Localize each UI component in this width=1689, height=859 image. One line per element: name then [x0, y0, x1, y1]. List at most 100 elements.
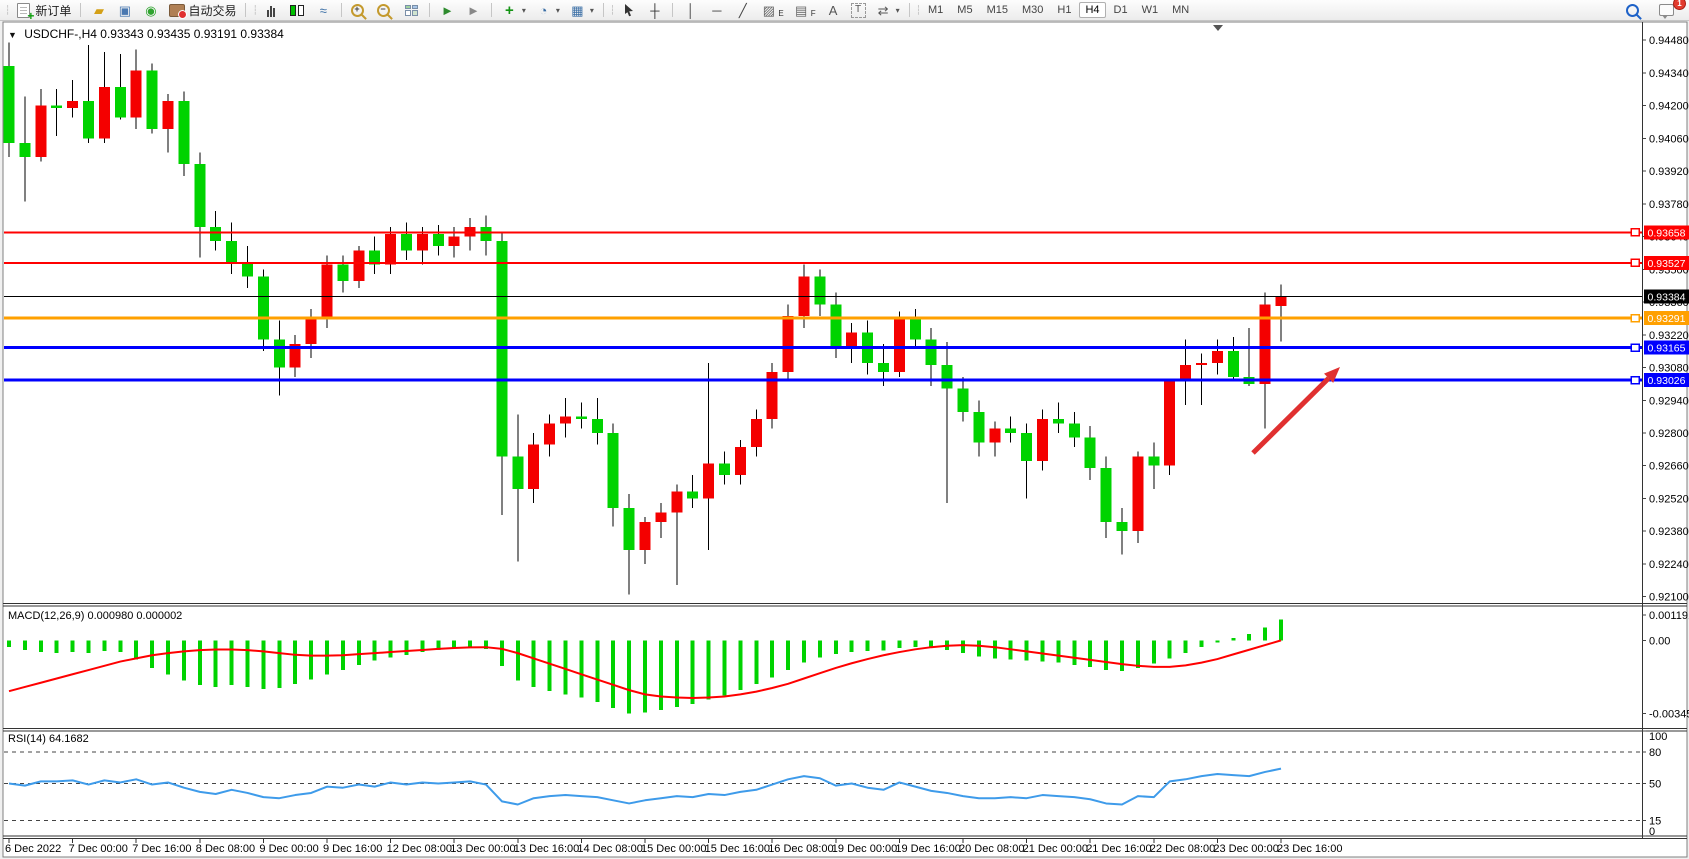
macd-histogram-bar	[865, 640, 870, 651]
toolbar-separator	[340, 3, 342, 17]
timeframe-h4-button[interactable]: H4	[1079, 2, 1106, 18]
search-button[interactable]	[1621, 1, 1646, 20]
bar-chart-button[interactable]	[259, 1, 284, 19]
timeframe-m1-button[interactable]: M1	[922, 2, 949, 18]
macd-histogram-bar	[849, 640, 854, 653]
equidistant-channel-button[interactable]: ▨ E	[756, 1, 787, 19]
macd-histogram-bar	[499, 640, 504, 666]
macd-histogram-bar	[181, 640, 186, 681]
arrows-button[interactable]: ⇄ ▾	[871, 1, 904, 19]
line-drag-marker[interactable]	[1630, 375, 1640, 385]
candle-body	[448, 236, 460, 246]
trend-arrow-line[interactable]	[1251, 376, 1331, 455]
candle-body	[98, 86, 110, 139]
trendline-button[interactable]: ╱	[730, 1, 755, 19]
macd-histogram-bar	[1199, 640, 1204, 647]
candle-body	[814, 276, 826, 305]
chart-shift-button[interactable]: ►	[461, 1, 486, 19]
candle-body	[1259, 304, 1271, 384]
line-drag-marker[interactable]	[1630, 228, 1640, 237]
timeframe-d1-button[interactable]: D1	[1108, 2, 1134, 18]
chart-type-tools: ≈	[259, 1, 336, 19]
macd-axis-label: 0.001191	[1649, 610, 1689, 622]
line-drag-marker[interactable]	[1630, 343, 1640, 352]
vertical-line-button[interactable]: │	[678, 1, 703, 19]
candle-body	[973, 411, 985, 443]
price-axis-label: 0.93220	[1649, 330, 1689, 342]
crosshair-button[interactable]: ┼	[642, 1, 667, 19]
macd-histogram-bar	[1056, 640, 1061, 663]
timeframe-h1-button[interactable]: H1	[1051, 2, 1077, 18]
timeframe-toolbar: M1 M5 M15 M30 H1 H4 D1 W1 MN	[922, 2, 1195, 18]
new-order-button[interactable]: + 新订单	[11, 1, 75, 22]
gold-ingot-button[interactable]: ▰	[86, 1, 111, 19]
rsi-axis-label: 80	[1649, 747, 1661, 759]
macd-histogram-bar	[643, 640, 647, 713]
macd-histogram-bar	[992, 640, 997, 659]
candle-body	[750, 418, 762, 448]
indicators-button[interactable]: + ▾	[497, 1, 530, 19]
macd-histogram-bar	[404, 640, 409, 655]
candle-body	[909, 318, 921, 340]
notifications-button[interactable]: 1	[1654, 0, 1686, 19]
zoom-in-button[interactable]: +	[347, 1, 372, 20]
price-tag-label: 0.93527	[1648, 258, 1686, 270]
text-button[interactable]: A	[821, 1, 846, 19]
chart-shift-marker-icon[interactable]	[1213, 25, 1223, 31]
cursor-button[interactable]	[616, 1, 641, 19]
macd-histogram-bar	[722, 640, 727, 696]
candle-body	[146, 70, 158, 129]
horizontal-line-icon: ─	[712, 2, 722, 18]
templates-button[interactable]: ▦ ▾	[565, 1, 598, 19]
line-drag-marker[interactable]	[1630, 313, 1640, 323]
date-axis-label: 9 Dec 16:00	[323, 843, 382, 855]
timeframe-m15-button[interactable]: M15	[981, 2, 1014, 18]
macd-histogram-bar	[627, 640, 632, 714]
zoom-out-button[interactable]: −	[373, 1, 398, 20]
text-label-button[interactable]: T	[847, 1, 870, 19]
candlestick-chart-icon	[289, 2, 306, 18]
line-drag-marker[interactable]	[1630, 258, 1640, 268]
zoom-out-icon: −	[377, 2, 394, 20]
timeframe-m30-button[interactable]: M30	[1016, 2, 1049, 18]
periods-button[interactable]: ◔ ▾	[531, 1, 564, 19]
timeframe-m5-button[interactable]: M5	[951, 2, 978, 18]
horizontal-line-button[interactable]: ─	[704, 1, 729, 19]
date-axis-label: 13 Dec 16:00	[514, 843, 579, 855]
monitor-button[interactable]: ▣	[112, 1, 137, 19]
candle-body	[941, 365, 953, 389]
price-tag-label: 0.93291	[1648, 313, 1686, 325]
date-axis-label: 7 Dec 16:00	[132, 843, 191, 855]
macd-histogram-bar	[166, 640, 170, 675]
macd-histogram-bar	[102, 640, 107, 651]
line-chart-button[interactable]: ≈	[311, 1, 336, 19]
auto-scroll-button[interactable]: ►	[435, 1, 460, 19]
macd-histogram-bar	[1072, 640, 1077, 665]
macd-histogram-bar	[372, 640, 377, 661]
macd-histogram-bar	[833, 640, 838, 655]
fibonacci-button[interactable]: ▤ F	[789, 1, 820, 19]
chart-menu-icon[interactable]: ▼	[8, 30, 17, 40]
timeframe-mn-button[interactable]: MN	[1166, 2, 1195, 18]
toolbar-separator	[80, 3, 82, 17]
date-axis-label: 12 Dec 08:00	[387, 843, 452, 855]
candle-body	[337, 264, 349, 281]
macd-histogram-bar	[1040, 640, 1045, 662]
macd-histogram-bar	[277, 640, 282, 689]
trend-arrow-head[interactable]	[1324, 367, 1340, 383]
signal-button[interactable]: ◉	[138, 1, 163, 19]
price-axis-label: 0.92660	[1649, 461, 1689, 473]
auto-trading-button[interactable]: 自动交易	[164, 1, 240, 19]
price-axis-label: 0.94200	[1649, 101, 1689, 113]
tile-windows-button[interactable]	[399, 1, 424, 19]
price-tag-label: 0.93165	[1648, 343, 1686, 355]
macd-histogram-bar	[674, 640, 679, 708]
candle-body	[3, 65, 15, 144]
timeframe-w1-button[interactable]: W1	[1136, 2, 1165, 18]
candle-body	[1227, 351, 1239, 377]
candlestick-chart-button[interactable]	[285, 1, 310, 19]
candle-body	[782, 316, 794, 373]
price-axis-label: 0.92380	[1649, 526, 1689, 538]
macd-histogram-bar	[1231, 637, 1236, 641]
